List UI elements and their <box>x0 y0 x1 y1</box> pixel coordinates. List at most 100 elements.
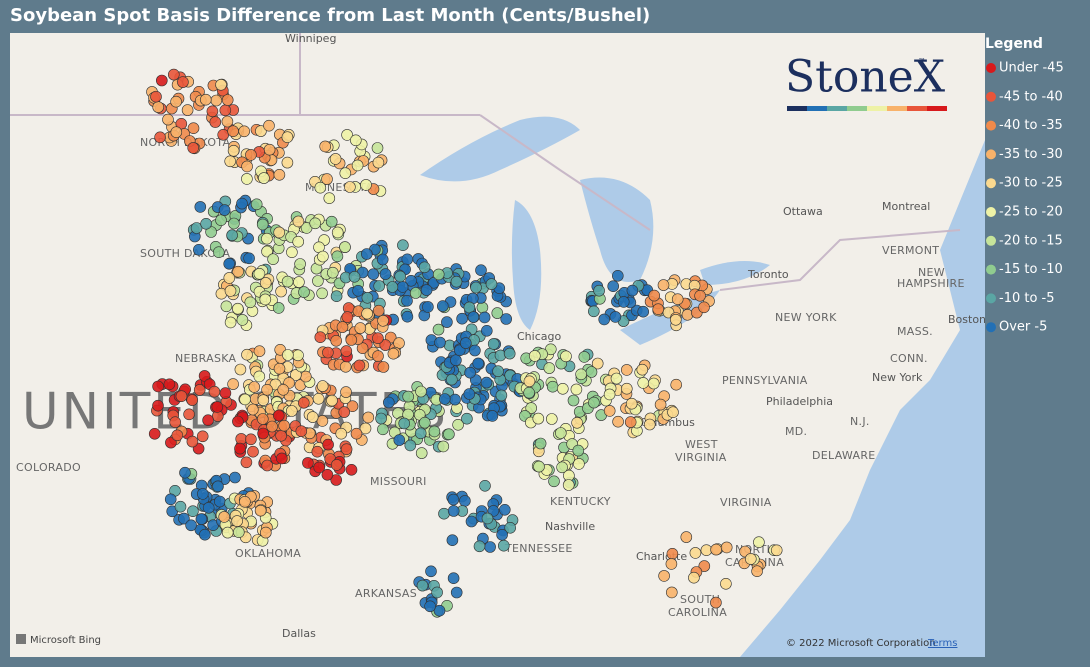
map[interactable]: UNITED STATES WinnipegNORTH DAKOTAMINNES… <box>10 32 986 657</box>
location-dot <box>470 281 482 294</box>
location-dot <box>286 246 298 258</box>
location-dot <box>259 293 272 306</box>
location-dot <box>667 406 679 419</box>
place-label: MISSOURI <box>370 475 427 488</box>
location-dot <box>593 284 605 297</box>
location-dot <box>598 313 611 326</box>
logo-bar-segment <box>787 106 807 111</box>
location-dot <box>610 372 623 385</box>
location-dot <box>401 253 414 266</box>
location-dot <box>441 316 453 328</box>
place-label: Winnipeg <box>285 32 336 45</box>
location-dot <box>770 544 783 557</box>
location-dot <box>218 511 230 523</box>
place-label: ARKANSAS <box>355 587 417 600</box>
location-dot <box>720 577 732 590</box>
location-dot <box>415 447 428 459</box>
location-dot <box>168 68 180 81</box>
location-dot <box>480 324 493 337</box>
location-dot <box>267 253 279 266</box>
legend-label: -35 to -30 <box>999 147 1063 162</box>
location-dot <box>422 301 434 313</box>
location-dot <box>298 286 310 298</box>
location-dot <box>221 526 234 539</box>
location-dot <box>432 323 445 336</box>
location-dot <box>297 396 310 409</box>
location-dot <box>261 245 273 258</box>
location-dot <box>671 293 684 306</box>
location-dot <box>437 440 450 453</box>
location-dot <box>484 541 496 553</box>
location-dot <box>588 396 600 409</box>
location-dot <box>163 378 176 391</box>
location-dot <box>330 334 343 347</box>
location-dot <box>206 105 219 118</box>
location-dot <box>436 300 449 312</box>
location-dot <box>232 265 244 278</box>
location-dot <box>472 357 485 370</box>
location-dot <box>352 284 364 297</box>
location-dot <box>624 416 637 428</box>
place-label: MASS. <box>897 325 933 338</box>
location-dot <box>290 369 302 381</box>
location-dot <box>240 456 253 469</box>
location-dot <box>416 579 429 592</box>
location-dot <box>200 218 212 230</box>
location-dot <box>331 250 344 263</box>
location-dot <box>215 214 227 226</box>
location-dot <box>321 468 334 481</box>
location-dot <box>401 310 414 323</box>
location-dot <box>710 596 722 609</box>
location-dot <box>398 417 411 430</box>
location-dot <box>187 142 199 154</box>
location-dot <box>261 383 273 396</box>
legend-label: Under -45 <box>999 61 1064 76</box>
location-dot <box>492 365 504 378</box>
borders <box>10 33 961 291</box>
location-dot <box>670 378 683 391</box>
logo-mark: ™ <box>918 57 926 66</box>
location-dot <box>245 433 257 446</box>
location-dot <box>698 301 710 314</box>
location-dot <box>402 390 415 403</box>
location-dot <box>152 399 164 412</box>
terms-link[interactable]: Terms <box>927 638 957 649</box>
location-dot <box>202 501 215 514</box>
legend: Under -45 -45 to -40 -40 to -35 -35 to -30 -… <box>986 61 1064 335</box>
location-dot <box>152 101 164 113</box>
location-dot <box>362 411 375 424</box>
place-label: OKLAHOMA <box>235 547 301 560</box>
location-dot <box>326 266 339 279</box>
location-dot <box>164 493 177 506</box>
location-dot <box>228 217 240 230</box>
location-dot <box>534 437 547 450</box>
provider-icon <box>16 634 26 644</box>
place-label: CAROLINA <box>668 606 727 619</box>
legend-label: -45 to -40 <box>999 89 1063 104</box>
location-dot <box>200 93 212 106</box>
location-dot <box>258 172 270 184</box>
location-dot <box>420 284 433 296</box>
location-dot <box>250 198 263 211</box>
location-dot <box>372 350 384 362</box>
place-label: VIRGINIA <box>675 451 727 464</box>
location-dot <box>548 475 560 488</box>
location-dot <box>197 488 209 500</box>
location-dot <box>647 377 660 390</box>
location-dot <box>607 280 620 293</box>
location-dot <box>658 570 670 582</box>
location-dot <box>443 428 455 441</box>
location-dot <box>665 586 678 599</box>
location-dot <box>232 302 244 315</box>
location-dot <box>371 142 384 154</box>
location-dot <box>372 304 385 317</box>
location-dot <box>177 76 189 88</box>
location-dot <box>194 201 207 213</box>
location-dot <box>497 539 510 552</box>
location-dot <box>360 179 372 191</box>
location-dot <box>198 370 211 382</box>
location-dot <box>152 380 164 393</box>
location-dot <box>220 300 233 313</box>
